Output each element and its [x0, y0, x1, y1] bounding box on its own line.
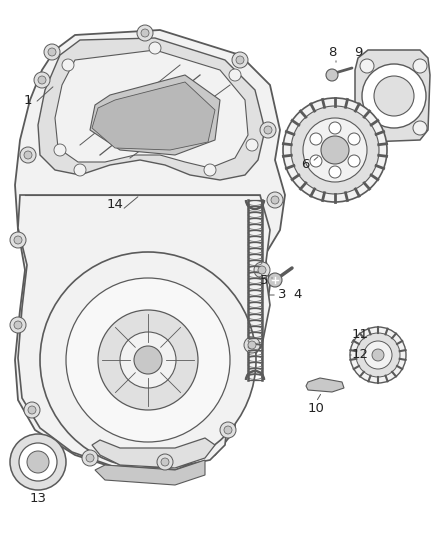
Circle shape: [374, 76, 414, 116]
Polygon shape: [38, 38, 265, 180]
Text: 12: 12: [352, 349, 368, 361]
Circle shape: [360, 59, 374, 73]
Polygon shape: [18, 195, 270, 468]
Circle shape: [254, 262, 270, 278]
Circle shape: [364, 341, 392, 369]
Circle shape: [44, 44, 60, 60]
Circle shape: [224, 426, 232, 434]
Circle shape: [291, 106, 379, 194]
Text: 11: 11: [352, 328, 368, 342]
Circle shape: [98, 310, 198, 410]
Circle shape: [74, 164, 86, 176]
Circle shape: [40, 252, 256, 468]
Polygon shape: [15, 30, 285, 470]
Circle shape: [20, 147, 36, 163]
Circle shape: [246, 139, 258, 151]
Circle shape: [372, 349, 384, 361]
Circle shape: [264, 126, 272, 134]
Circle shape: [14, 236, 22, 244]
Circle shape: [360, 121, 374, 135]
Circle shape: [248, 341, 256, 349]
Text: 6: 6: [301, 158, 309, 172]
Circle shape: [229, 69, 241, 81]
Circle shape: [267, 192, 283, 208]
Circle shape: [348, 133, 360, 145]
Polygon shape: [92, 438, 215, 468]
Circle shape: [54, 144, 66, 156]
Circle shape: [161, 458, 169, 466]
Circle shape: [268, 273, 282, 287]
Circle shape: [134, 346, 162, 374]
Circle shape: [10, 434, 66, 490]
Circle shape: [27, 451, 49, 473]
Polygon shape: [92, 82, 215, 150]
Polygon shape: [306, 378, 344, 392]
Circle shape: [326, 69, 338, 81]
Circle shape: [413, 59, 427, 73]
Polygon shape: [355, 50, 430, 142]
Text: 13: 13: [29, 491, 46, 505]
Circle shape: [14, 321, 22, 329]
Text: 1: 1: [24, 93, 32, 107]
Circle shape: [204, 164, 216, 176]
Circle shape: [38, 76, 46, 84]
Text: 3: 3: [278, 288, 286, 302]
Circle shape: [48, 48, 56, 56]
Circle shape: [24, 402, 40, 418]
Text: 10: 10: [307, 401, 325, 415]
Circle shape: [236, 56, 244, 64]
Circle shape: [260, 122, 276, 138]
Circle shape: [329, 122, 341, 134]
Circle shape: [413, 121, 427, 135]
Circle shape: [10, 317, 26, 333]
Circle shape: [244, 337, 260, 353]
Text: 14: 14: [106, 198, 124, 212]
Polygon shape: [95, 460, 205, 485]
Circle shape: [28, 406, 36, 414]
Circle shape: [350, 327, 406, 383]
Circle shape: [303, 118, 367, 182]
Circle shape: [310, 133, 322, 145]
Circle shape: [66, 278, 230, 442]
Circle shape: [232, 52, 248, 68]
Circle shape: [149, 42, 161, 54]
Polygon shape: [90, 75, 220, 155]
Circle shape: [356, 333, 400, 377]
Polygon shape: [55, 50, 248, 168]
Text: 4: 4: [294, 288, 302, 302]
Circle shape: [283, 98, 387, 202]
Circle shape: [120, 332, 176, 388]
Text: 9: 9: [354, 45, 362, 59]
Circle shape: [86, 454, 94, 462]
Circle shape: [321, 136, 349, 164]
Circle shape: [362, 64, 426, 128]
Text: 8: 8: [328, 45, 336, 59]
Circle shape: [19, 443, 57, 481]
Circle shape: [271, 196, 279, 204]
Circle shape: [329, 166, 341, 178]
Circle shape: [137, 25, 153, 41]
Circle shape: [141, 29, 149, 37]
Circle shape: [348, 155, 360, 167]
Circle shape: [82, 450, 98, 466]
Circle shape: [62, 59, 74, 71]
Circle shape: [258, 266, 266, 274]
Circle shape: [310, 155, 322, 167]
Circle shape: [10, 232, 26, 248]
Circle shape: [24, 151, 32, 159]
Circle shape: [220, 422, 236, 438]
Circle shape: [34, 72, 50, 88]
Text: 5: 5: [260, 273, 268, 287]
Circle shape: [157, 454, 173, 470]
